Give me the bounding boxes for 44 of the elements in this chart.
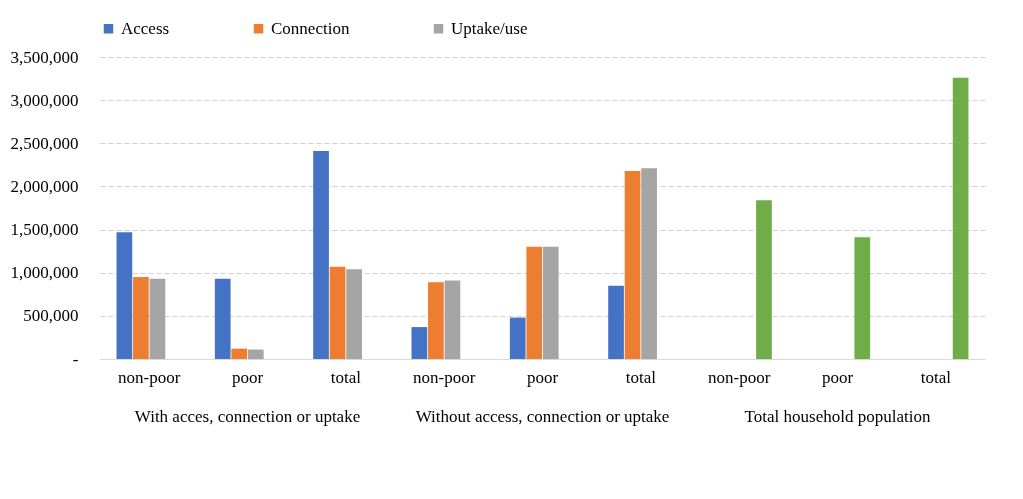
bar	[214, 278, 231, 359]
bar	[542, 246, 559, 359]
text: Total household population	[744, 407, 931, 426]
bar	[526, 246, 543, 359]
bar	[411, 327, 428, 359]
y-tick-label: 1,000,000	[10, 263, 79, 283]
bar	[346, 269, 362, 359]
bar	[756, 200, 772, 359]
y-tick-label: -	[72, 349, 79, 369]
text: Without access, connection or uptake	[415, 407, 670, 426]
bar	[133, 277, 149, 359]
bar	[624, 170, 641, 359]
x-tick-label: poor	[231, 367, 264, 387]
x-tick-label: total	[920, 367, 952, 387]
x-tick-label: poor	[821, 367, 854, 387]
x-tick-label: non-poor	[118, 367, 181, 387]
text: With acces, connection or uptake	[134, 407, 361, 426]
y-tick-label: 3,500,000	[10, 47, 79, 67]
legend-label: Uptake/use	[451, 18, 528, 38]
bar	[608, 285, 624, 359]
y-tick-label: 2,000,000	[10, 176, 79, 196]
x-tick-label: non-poor	[708, 367, 771, 387]
bar	[313, 151, 329, 359]
bar	[509, 317, 526, 359]
y-tick-label: 3,000,000	[10, 90, 79, 110]
legend-label: Connection	[271, 18, 350, 38]
x-tick-label: total	[330, 367, 362, 387]
y-tick-label: 500,000	[23, 306, 79, 326]
bar	[329, 266, 346, 359]
y-tick-label: 2,500,000	[10, 133, 79, 153]
bar	[116, 232, 133, 359]
bar	[231, 348, 248, 359]
bar	[952, 77, 969, 359]
legend-label: Access	[121, 18, 170, 38]
x-tick-label: non-poor	[413, 367, 476, 387]
y-tick-label: 1,500,000	[10, 220, 79, 240]
bar	[641, 168, 657, 359]
bar	[444, 280, 461, 359]
bar	[428, 282, 444, 359]
x-tick-label: poor	[526, 367, 559, 387]
x-tick-label: total	[625, 367, 657, 387]
bar	[854, 237, 871, 359]
bar	[247, 349, 264, 359]
bar	[149, 278, 166, 359]
